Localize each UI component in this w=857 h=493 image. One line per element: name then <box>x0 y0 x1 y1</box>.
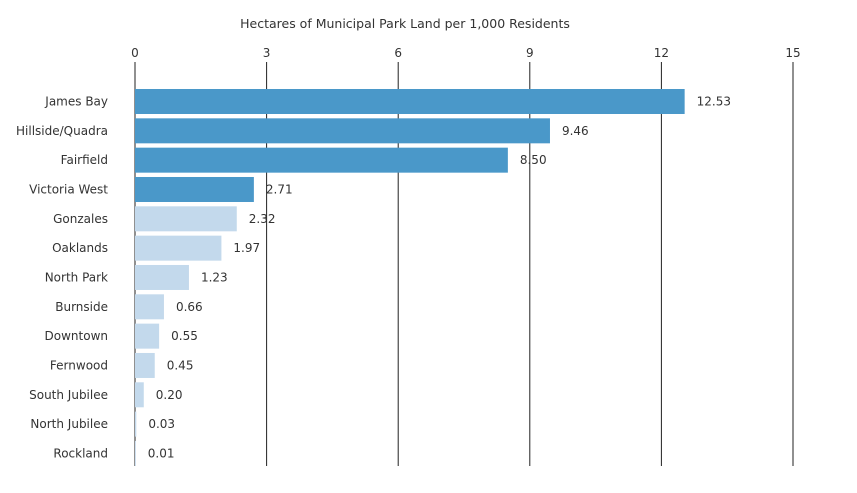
value-label: 1.23 <box>201 270 228 284</box>
chart-title: Hectares of Municipal Park Land per 1,00… <box>240 16 570 31</box>
x-tick-label: 3 <box>263 46 271 60</box>
category-labels: James Bay Hillside/Quadra Fairfield Victori… <box>16 95 108 461</box>
category-label: North Jubilee <box>30 417 108 431</box>
x-tick-label: 9 <box>526 46 534 60</box>
value-label: 0.01 <box>148 446 175 460</box>
bar <box>135 89 685 114</box>
value-label: 0.03 <box>148 417 175 431</box>
category-label: Fairfield <box>61 153 108 167</box>
category-label: Oaklands <box>52 241 108 255</box>
category-label: James Bay <box>44 95 108 109</box>
bar <box>135 147 508 173</box>
bar <box>135 176 254 202</box>
value-label: 1.97 <box>233 241 260 255</box>
value-label: 0.45 <box>167 358 194 372</box>
category-label: Downtown <box>45 329 108 343</box>
category-label: Gonzales <box>53 212 108 226</box>
category-label: Burnside <box>55 300 108 314</box>
category-label: North Park <box>45 270 108 284</box>
value-label: 12.53 <box>697 95 731 109</box>
x-tick-label: 0 <box>131 46 139 60</box>
category-label: Victoria West <box>29 182 108 196</box>
bar <box>135 411 137 437</box>
category-label: South Jubilee <box>29 388 108 402</box>
value-label: 0.66 <box>176 300 203 314</box>
category-label: Hillside/Quadra <box>16 124 108 138</box>
value-label: 8.50 <box>520 153 547 167</box>
bar <box>135 440 136 466</box>
value-labels: 12.53 9.46 8.50 2.71 2.32 1.97 1.23 0.66 0.55 0.4… <box>148 95 731 461</box>
x-axis-ticks: 0 3 6 9 12 15 <box>131 46 800 60</box>
bar <box>135 118 550 144</box>
bar <box>135 352 155 378</box>
value-label: 9.46 <box>562 124 589 138</box>
value-label: 2.71 <box>266 182 293 196</box>
value-label: 0.55 <box>171 329 198 343</box>
x-tick-label: 6 <box>394 46 402 60</box>
bar <box>135 206 237 232</box>
x-tick-label: 12 <box>654 46 669 60</box>
x-tick-label: 15 <box>785 46 800 60</box>
value-label: 2.32 <box>249 212 276 226</box>
bar <box>135 294 164 320</box>
bar <box>135 323 160 349</box>
value-label: 0.20 <box>156 388 183 402</box>
bar <box>135 264 189 290</box>
category-label: Rockland <box>53 446 108 460</box>
category-label: Fernwood <box>50 358 108 372</box>
bar <box>135 382 144 408</box>
bars <box>135 89 685 466</box>
bar <box>135 235 222 261</box>
